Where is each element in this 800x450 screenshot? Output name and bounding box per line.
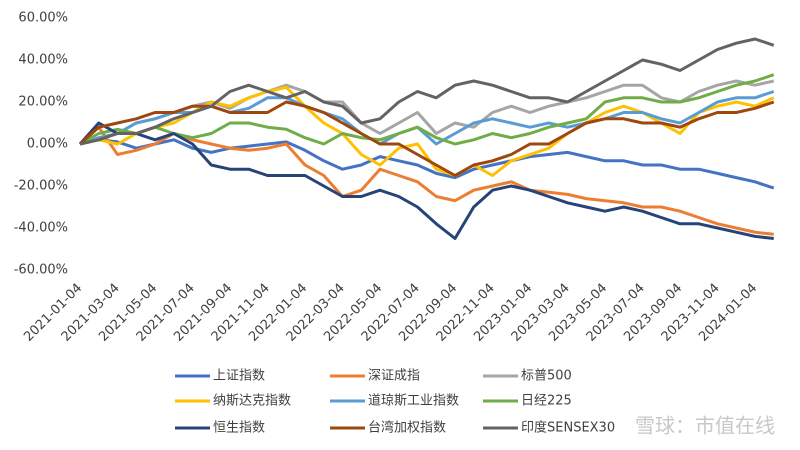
series-line	[79, 37, 775, 146]
y-tick-label: 0.00%	[27, 137, 68, 152]
y-tick-label: 40.00%	[18, 53, 68, 68]
legend-label: 上证指数	[213, 369, 265, 384]
y-tick-label: -20.00%	[14, 179, 68, 194]
legend-label: 深证成指	[368, 369, 420, 384]
legend-label: 日经225	[521, 394, 572, 409]
watermark: 雪球：市值在线	[635, 414, 775, 438]
series-line	[79, 138, 775, 190]
legend-label: 纳斯达克指数	[213, 394, 291, 409]
y-tick-label: 20.00%	[18, 95, 68, 110]
y-tick-label: -60.00%	[14, 263, 68, 278]
series-line	[78, 100, 775, 177]
series-line	[78, 125, 774, 236]
legend-label: 印度SENSEX30	[521, 420, 615, 436]
y-tick-label: 60.00%	[18, 11, 68, 26]
legend-label: 恒生指数	[213, 421, 265, 436]
y-tick-label: -40.00%	[14, 221, 68, 236]
legend-label: 道琼斯工业指数	[368, 394, 459, 409]
legend-label: 台湾加权指数	[368, 420, 446, 436]
legend-label: 标普500	[521, 369, 572, 384]
series-line	[79, 73, 775, 146]
series-line	[78, 121, 774, 240]
